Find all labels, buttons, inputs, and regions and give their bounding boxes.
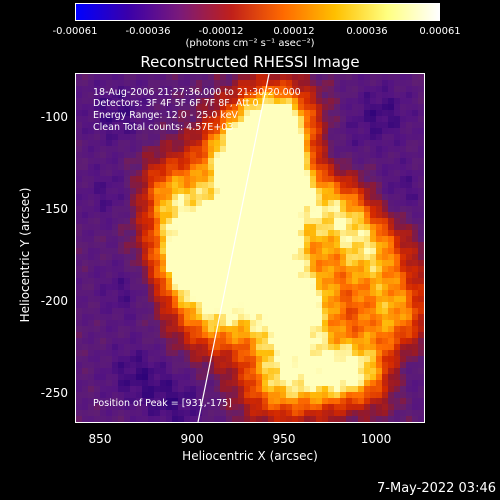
peak-position-label: Position of Peak = [931,-175]	[93, 398, 232, 409]
y-tick-label: -150	[40, 202, 68, 216]
x-tick-label: 900	[180, 432, 204, 446]
colorbar-tick: -0.00061	[52, 26, 98, 37]
y-axis-label: Heliocentric Y (arcsec)	[18, 187, 32, 323]
detectors-label: Detectors: 3F 4F 5F 6F 7F 8F, Att 0	[93, 98, 259, 109]
colorbar	[75, 3, 440, 21]
energy-range-label: Energy Range: 12.0 - 25.0 keV	[93, 110, 238, 121]
x-axis-label: Heliocentric X (arcsec)	[182, 449, 318, 463]
x-tick-label: 950	[272, 432, 296, 446]
x-tick-label: 850	[88, 432, 112, 446]
solar-limb-line	[197, 74, 270, 422]
colorbar-tick: -0.00036	[125, 26, 171, 37]
colorbar-tick: 0.00036	[346, 26, 388, 37]
colorbar-units: (photons cm⁻² s⁻¹ asec⁻²)	[185, 38, 315, 49]
clean-counts-label: Clean Total counts: 4.57E+03	[93, 122, 234, 133]
image-panel	[75, 73, 425, 423]
colorbar-tick: 0.00012	[273, 26, 315, 37]
plot-title: Reconstructed RHESSI Image	[140, 53, 360, 71]
y-tick-label: -200	[40, 294, 68, 308]
y-tick-label: -250	[40, 386, 68, 400]
heatmap-image	[76, 74, 424, 422]
timestamp: 7-May-2022 03:46	[377, 481, 496, 496]
colorbar-tick: -0.00012	[198, 26, 244, 37]
y-tick-label: -100	[40, 110, 68, 124]
time-range-label: 18-Aug-2006 21:27:36.000 to 21:30:20.000	[93, 87, 301, 98]
colorbar-tick: 0.00061	[419, 26, 461, 37]
x-tick-label: 1000	[360, 432, 392, 446]
